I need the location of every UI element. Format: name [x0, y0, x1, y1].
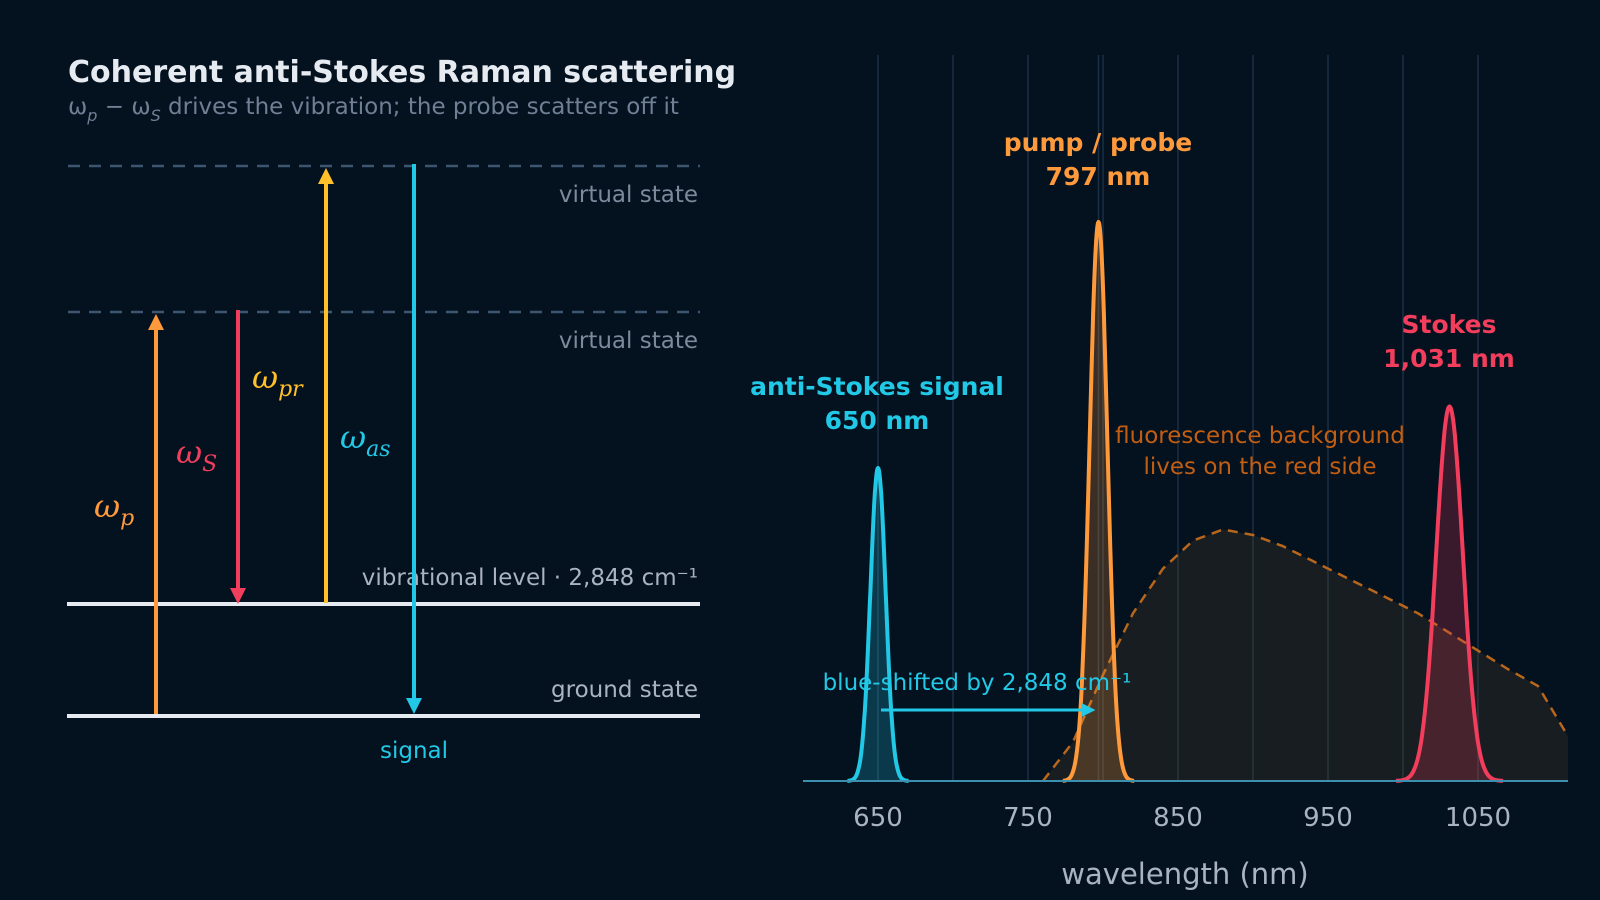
signal-label: signal	[380, 738, 448, 764]
fluorescence-curve	[1042, 528, 1570, 782]
peak-layer	[845, 220, 1505, 783]
figure-title: Coherent anti-Stokes Raman scattering	[68, 55, 736, 90]
x-axis-label: wavelength (nm)	[1061, 857, 1308, 891]
x-tick-label: 1050	[1445, 803, 1511, 833]
energy-diagram: Coherent anti-Stokes Raman scattering ωp…	[67, 55, 736, 764]
antistokes-peak-wavelength: 650 nm	[825, 406, 930, 435]
chart-grid	[877, 55, 1479, 781]
pump-peak-wavelength: 797 nm	[1046, 162, 1151, 191]
stokes-peak-label: Stokes	[1402, 310, 1497, 339]
fluorescence-fill	[1043, 529, 1568, 781]
stokes-peak-curve	[1394, 404, 1505, 783]
probe-omega-label: ωpr	[252, 358, 304, 402]
pump-omega-label: ωp	[94, 487, 134, 531]
x-axis-ticks: 650 750 850 950 1050	[853, 803, 1511, 833]
anti-stokes-signal-peak-curve	[845, 466, 911, 783]
fluorescence-label-line1: fluorescence background	[1115, 423, 1405, 449]
x-tick-label: 950	[1303, 803, 1353, 833]
x-tick-label: 850	[1153, 803, 1203, 833]
x-tick-label: 650	[853, 803, 903, 833]
anti-stokes-signal-peak-fill	[847, 468, 909, 781]
pump-probe-peak-fill	[1062, 222, 1135, 781]
ground-state-label: ground state	[551, 677, 698, 703]
pump-probe-peak-curve	[1061, 220, 1136, 783]
spectrum-chart: 650 750 850 950 1050 wavelength (nm) anti-St…	[750, 55, 1570, 891]
antistokes-peak-label: anti-Stokes signal	[750, 372, 1004, 401]
fluorescence-layer	[1042, 528, 1570, 782]
stokes-peak-wavelength: 1,031 nm	[1383, 344, 1515, 373]
stokes-peak-fill	[1396, 406, 1503, 781]
blue-shift-annotation: blue-shifted by 2,848 cm⁻¹	[823, 670, 1132, 717]
vibrational-level-label: vibrational level · 2,848 cm⁻¹	[362, 565, 698, 591]
stokes-omega-label: ωS	[176, 433, 217, 477]
figure-subtitle: ωp − ωS drives the vibration; the probe …	[68, 94, 679, 125]
x-tick-label: 750	[1003, 803, 1053, 833]
fluorescence-label-line2: lives on the red side	[1144, 454, 1377, 480]
blue-shift-label: blue-shifted by 2,848 cm⁻¹	[823, 670, 1132, 696]
virtual-state-upper-label: virtual state	[559, 182, 698, 208]
blue-shift-arrow-head	[1081, 703, 1096, 717]
pump-peak-label: pump / probe	[1004, 128, 1192, 157]
antistokes-omega-label: ωas	[340, 418, 391, 462]
virtual-state-lower-label: virtual state	[559, 328, 698, 354]
